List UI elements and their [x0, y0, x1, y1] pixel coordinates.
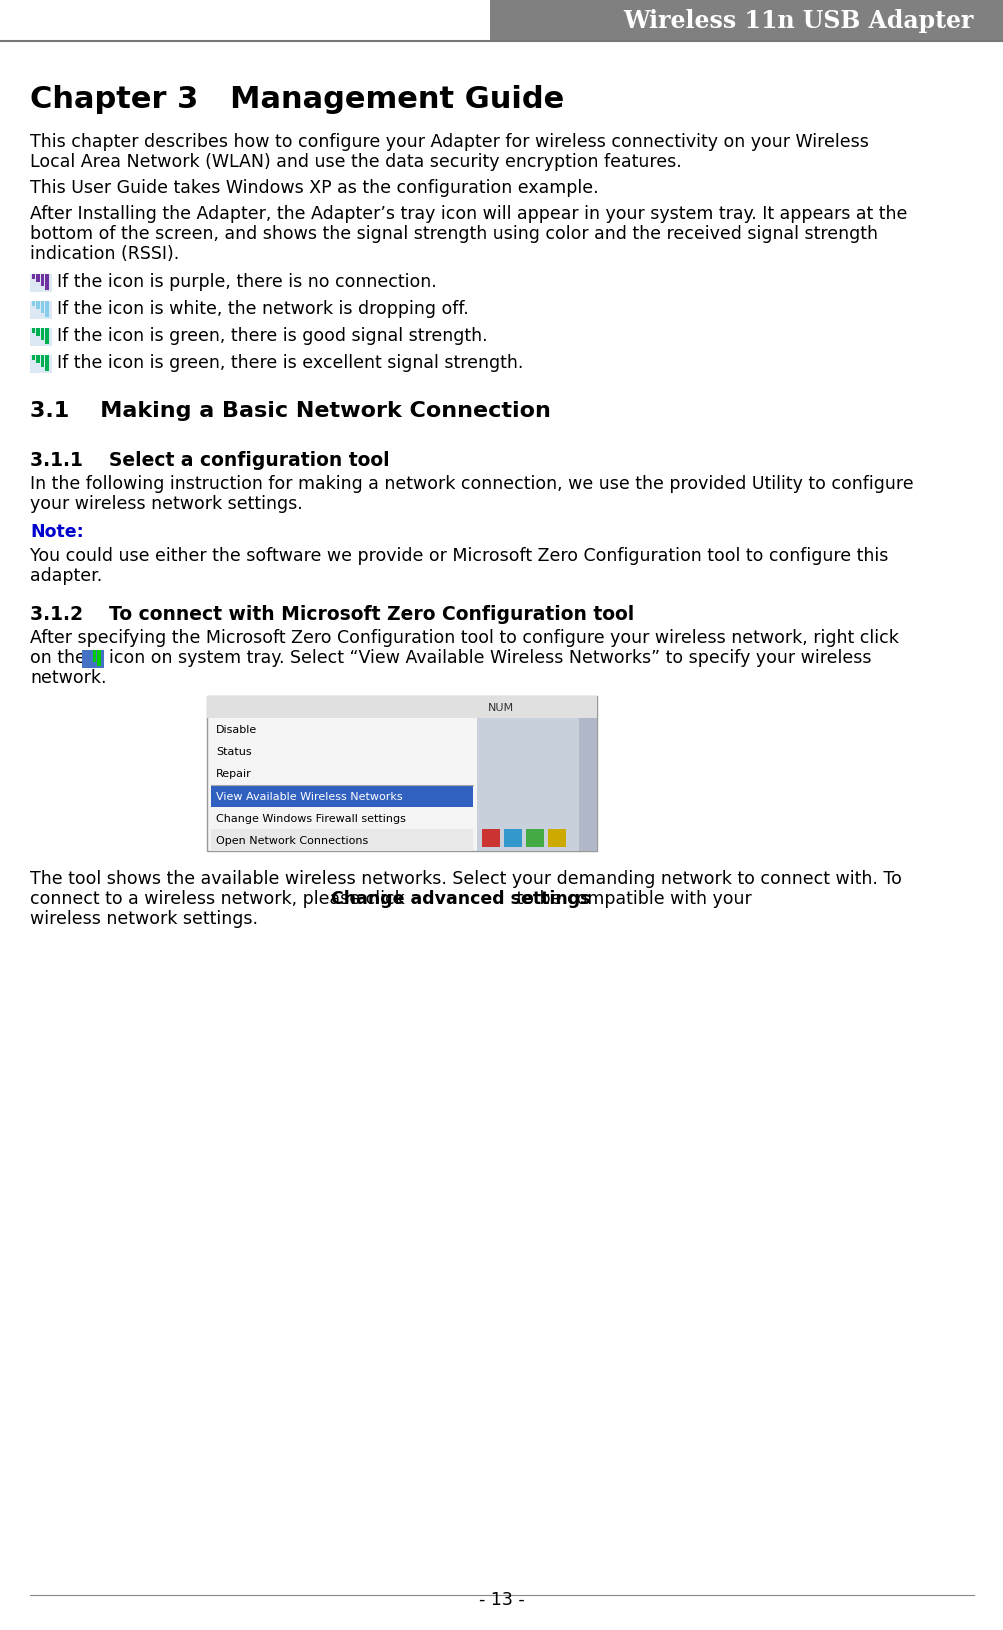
Bar [36, 355, 40, 363]
Bar [93, 650, 96, 662]
Bar [36, 302, 40, 310]
Bar [211, 763, 472, 786]
Text: wireless network settings.: wireless network settings. [30, 910, 258, 927]
Bar [45, 302, 49, 318]
Bar [579, 719, 597, 851]
Bar [97, 650, 101, 667]
Bar [504, 830, 522, 848]
Text: 3.1.1    Select a configuration tool: 3.1.1 Select a configuration tool [30, 452, 389, 469]
Text: Chapter 3   Management Guide: Chapter 3 Management Guide [30, 85, 564, 114]
Bar [476, 719, 597, 851]
Bar [481, 830, 499, 848]
Text: After specifying the Microsoft Zero Configuration tool to configure your wireles: After specifying the Microsoft Zero Conf… [30, 629, 898, 647]
Bar [30, 355, 52, 373]
Bar [207, 696, 597, 719]
Text: to be compatible with your: to be compatible with your [511, 890, 751, 908]
Bar [45, 275, 49, 290]
Text: adapter.: adapter. [30, 567, 102, 585]
Bar [211, 719, 472, 740]
Bar [45, 329, 49, 344]
Bar [548, 830, 566, 848]
Bar [32, 329, 35, 333]
Bar [84, 650, 87, 655]
Text: 3.1    Making a Basic Network Connection: 3.1 Making a Basic Network Connection [30, 401, 551, 421]
Bar [211, 830, 472, 851]
Bar [45, 355, 49, 372]
Text: Open Network Connections: Open Network Connections [216, 836, 368, 846]
Text: NUM: NUM [487, 703, 514, 712]
Text: In the following instruction for making a network connection, we use the provide: In the following instruction for making … [30, 474, 913, 492]
Bar [30, 302, 52, 319]
Bar [41, 275, 44, 287]
Text: your wireless network settings.: your wireless network settings. [30, 494, 303, 513]
Bar [0, 0, 489, 42]
Text: If the icon is green, there is excellent signal strength.: If the icon is green, there is excellent… [57, 354, 523, 372]
Text: Change Windows Firewall settings: Change Windows Firewall settings [216, 813, 405, 823]
Bar [211, 740, 472, 763]
Bar [41, 302, 44, 313]
Bar [82, 650, 104, 668]
Text: The tool shows the available wireless networks. Select your demanding network to: The tool shows the available wireless ne… [30, 869, 901, 887]
Text: network.: network. [30, 668, 106, 686]
Bar [489, 0, 1003, 42]
Text: You could use either the software we provide or Microsoft Zero Configuration too: You could use either the software we pro… [30, 546, 888, 564]
Text: Wireless 11n USB Adapter: Wireless 11n USB Adapter [623, 10, 973, 33]
Text: Disable: Disable [216, 725, 257, 735]
Bar [32, 302, 35, 306]
Text: on the: on the [30, 649, 86, 667]
Bar [211, 807, 472, 830]
Text: bottom of the screen, and shows the signal strength using color and the received: bottom of the screen, and shows the sign… [30, 225, 878, 243]
Text: After Installing the Adapter, the Adapter’s tray icon will appear in your system: After Installing the Adapter, the Adapte… [30, 205, 907, 223]
Text: This chapter describes how to configure your Adapter for wireless connectivity o: This chapter describes how to configure … [30, 134, 868, 152]
Bar [211, 786, 472, 807]
Bar [30, 329, 52, 347]
Bar [207, 696, 597, 851]
Text: If the icon is purple, there is no connection.: If the icon is purple, there is no conne… [57, 272, 436, 290]
Bar [32, 355, 35, 360]
Text: If the icon is green, there is good signal strength.: If the icon is green, there is good sign… [57, 326, 487, 346]
Text: Change advanced settings: Change advanced settings [331, 890, 591, 908]
Text: 3.1.2    To connect with Microsoft Zero Configuration tool: 3.1.2 To connect with Microsoft Zero Con… [30, 605, 634, 624]
Bar [41, 355, 44, 367]
Text: icon on system tray. Select “View Available Wireless Networks” to specify your w: icon on system tray. Select “View Availa… [109, 649, 871, 667]
Text: indication (RSSI).: indication (RSSI). [30, 244, 180, 262]
Text: This User Guide takes Windows XP as the configuration example.: This User Guide takes Windows XP as the … [30, 179, 598, 197]
Bar [30, 275, 52, 293]
Bar [36, 275, 40, 284]
Bar [32, 275, 35, 279]
Bar [526, 830, 544, 848]
Bar [36, 329, 40, 337]
Bar [88, 650, 92, 659]
Text: Repair: Repair [216, 769, 252, 779]
Text: Status: Status [216, 747, 252, 756]
Text: Note:: Note: [30, 523, 83, 541]
Text: If the icon is white, the network is dropping off.: If the icon is white, the network is dro… [57, 300, 468, 318]
Text: View Available Wireless Networks: View Available Wireless Networks [216, 791, 402, 800]
Text: connect to a wireless network, please click: connect to a wireless network, please cl… [30, 890, 410, 908]
Text: Local Area Network (WLAN) and use the data security encryption features.: Local Area Network (WLAN) and use the da… [30, 153, 681, 171]
Bar [41, 329, 44, 341]
Text: - 13 -: - 13 - [478, 1589, 525, 1609]
